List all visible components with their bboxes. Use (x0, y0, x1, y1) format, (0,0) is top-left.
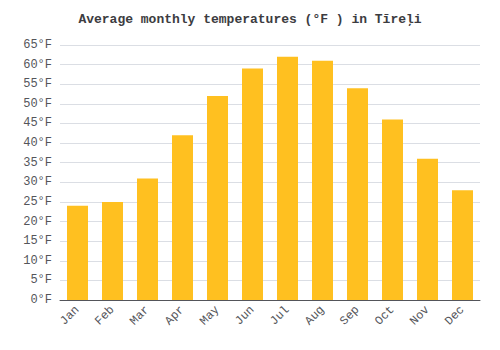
svg-text:Nov: Nov (407, 303, 432, 328)
svg-text:Average monthly temperatures (: Average monthly temperatures (°F ) in Tī… (78, 12, 421, 27)
svg-text:35°F: 35°F (23, 156, 52, 170)
svg-text:45°F: 45°F (23, 116, 52, 130)
svg-text:Aug: Aug (302, 303, 327, 328)
svg-text:Feb: Feb (92, 303, 117, 328)
svg-text:10°F: 10°F (23, 254, 52, 268)
svg-text:Apr: Apr (162, 303, 187, 328)
svg-text:30°F: 30°F (23, 175, 52, 189)
svg-text:5°F: 5°F (30, 273, 52, 287)
svg-text:55°F: 55°F (23, 77, 52, 91)
svg-text:Oct: Oct (372, 303, 397, 328)
svg-text:Jul: Jul (267, 303, 292, 328)
svg-text:Jun: Jun (232, 303, 257, 328)
svg-text:Jan: Jan (57, 303, 82, 328)
svg-text:40°F: 40°F (23, 136, 52, 150)
svg-text:50°F: 50°F (23, 97, 52, 111)
svg-text:15°F: 15°F (23, 234, 52, 248)
svg-text:0°F: 0°F (30, 293, 52, 307)
svg-text:Sep: Sep (337, 303, 362, 328)
svg-text:Mar: Mar (127, 303, 152, 328)
svg-text:25°F: 25°F (23, 195, 52, 209)
svg-text:65°F: 65°F (23, 38, 52, 52)
svg-text:20°F: 20°F (23, 215, 52, 229)
svg-text:60°F: 60°F (23, 58, 52, 72)
svg-text:May: May (197, 303, 222, 328)
svg-text:Dec: Dec (442, 303, 467, 328)
